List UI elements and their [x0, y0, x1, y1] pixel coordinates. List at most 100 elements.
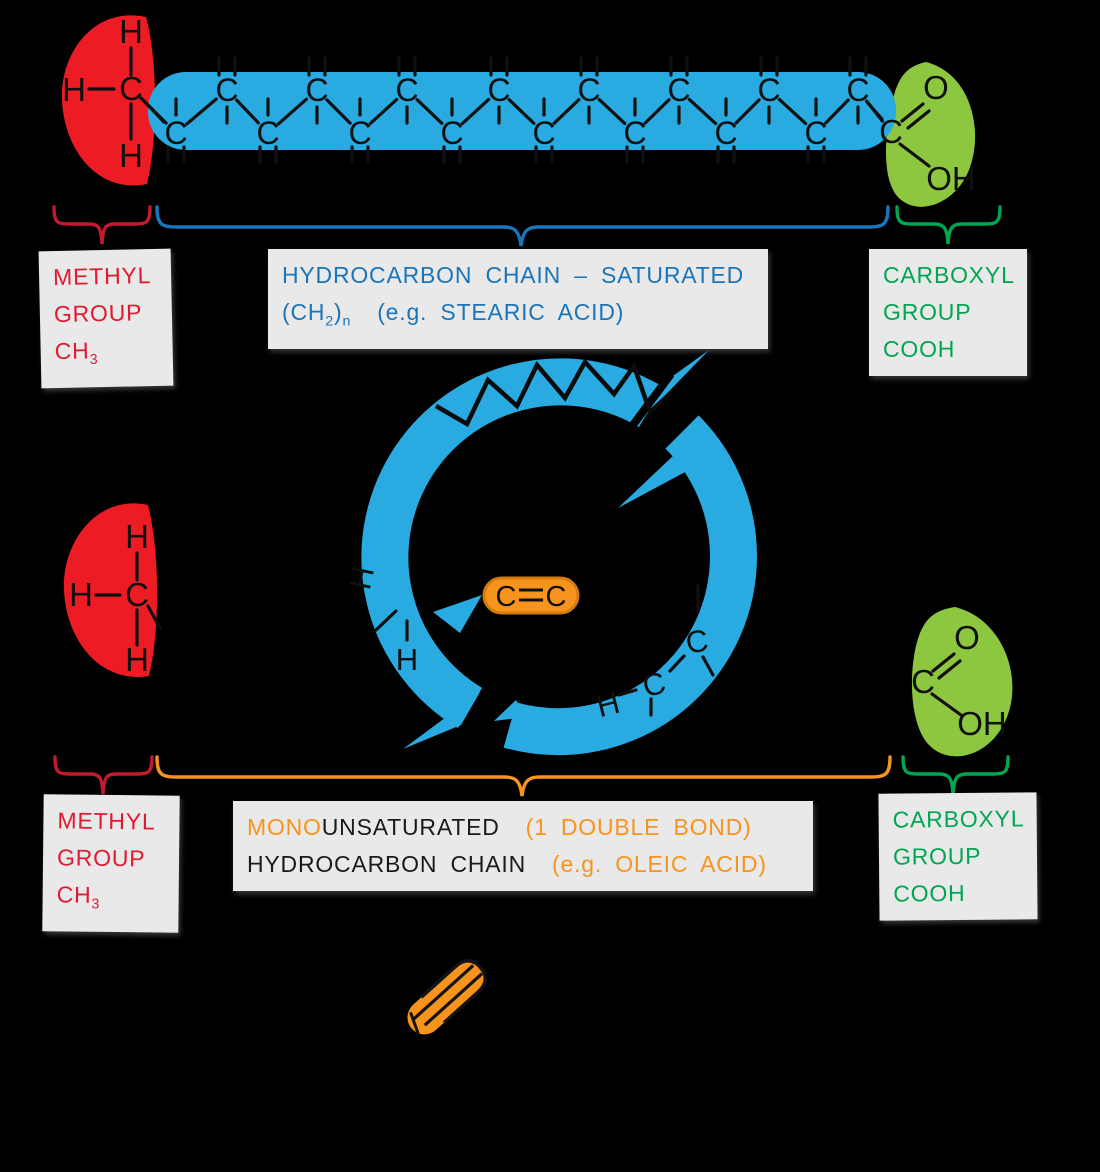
label-line: CARBOXYL	[883, 262, 1015, 288]
label-line: GROUP	[53, 299, 143, 328]
h-atom: H	[396, 642, 418, 677]
arrow-gap-slash-top	[629, 371, 675, 428]
c-atom: C	[546, 581, 567, 613]
c-atom: C	[125, 576, 149, 613]
label-line: COOH	[883, 336, 956, 362]
bond-line	[597, 97, 627, 126]
bond-line	[643, 98, 671, 125]
chain-carbon: C	[667, 72, 690, 108]
chain-carbon: C	[487, 72, 510, 108]
mono-chain-label: MONOUNSATURATED (1 DOUBLE BOND) HYDROCARB…	[233, 801, 813, 891]
bond-line	[368, 97, 399, 126]
carboxyl-highlight-top	[885, 62, 976, 207]
saturated-chain-label: HYDROCARBON CHAIN – SATURATED (CH2)n (e.g…	[268, 249, 768, 349]
methyl-brace-bottom	[53, 755, 154, 795]
chain-carbon: C	[395, 72, 418, 108]
label-line: HYDROCARBON CHAIN (e.g. OLEIC ACID)	[247, 851, 767, 877]
h-atom: H	[69, 576, 93, 613]
ring-atoms: H H C C H	[342, 563, 715, 724]
chain-carbon: C	[215, 72, 238, 108]
c-atom: C	[684, 623, 711, 661]
c-atom: C	[119, 70, 143, 107]
chain-carbon: C	[804, 115, 827, 151]
bond-line	[507, 98, 536, 125]
label-line: GROUP	[892, 842, 982, 870]
double-bond-pill: C C	[482, 576, 580, 615]
bond-line	[415, 98, 444, 125]
bond-line	[552, 98, 581, 125]
bond-line	[687, 97, 718, 126]
zigzag-chain-line	[434, 358, 674, 428]
bond-line	[824, 98, 850, 125]
o-atom: O	[923, 69, 949, 106]
h-atom: H	[125, 518, 149, 555]
c-atom: C	[496, 581, 517, 613]
arrow-tail-bottom	[403, 692, 480, 749]
carboxyl-brace-bottom	[901, 755, 1010, 795]
circular-arrow-lower-arc	[503, 415, 757, 756]
h-atom: H	[119, 137, 143, 174]
chain-carbon: C	[577, 72, 600, 108]
mono-chain-brace	[155, 755, 892, 797]
carboxyl-label-bottom: CARBOXYL GROUP COOH	[878, 792, 1038, 921]
h-atom: H	[62, 71, 86, 108]
chain-carbon: C	[714, 115, 737, 151]
circular-arrow-upper-arc	[361, 358, 664, 729]
bond-line	[777, 97, 808, 126]
bond-line	[139, 96, 168, 125]
c-atom: C	[879, 113, 903, 150]
label-line: CARBOXYL	[892, 805, 1025, 833]
chain-carbon: C	[532, 115, 555, 151]
pencil-icon	[407, 959, 488, 1036]
chain-carbon: C	[348, 115, 371, 151]
methyl-highlight-bottom	[63, 503, 158, 677]
carboxyl-group-bottom: O C OH	[911, 619, 1007, 742]
bond-line	[185, 97, 218, 126]
h-atom: H	[119, 13, 143, 50]
chain-carbon: C	[305, 72, 328, 108]
label-line: COOH	[893, 879, 966, 907]
methyl-group-top: H H C H	[62, 13, 166, 174]
double-bond-pointer	[433, 595, 482, 633]
bond-line	[460, 97, 491, 126]
bond-line	[235, 98, 260, 125]
bond-line	[276, 97, 309, 126]
chain-carbon: C	[256, 115, 279, 151]
c-atom: C	[911, 663, 935, 700]
label-line: MONOUNSATURATED (1 DOUBLE BOND)	[247, 814, 752, 840]
o-atom: O	[954, 619, 980, 656]
label-formula: CH3	[56, 881, 101, 913]
chain-carbon: C	[757, 72, 780, 108]
chain-carbon: C	[440, 115, 463, 151]
hydrocarbon-brace-top	[155, 205, 890, 247]
bond-line	[325, 98, 352, 125]
oh-group: OH	[957, 705, 1007, 742]
carboxyl-label-top: CARBOXYL GROUP COOH	[869, 249, 1027, 376]
label-line: GROUP	[56, 844, 146, 872]
label-line: GROUP	[883, 299, 972, 325]
carboxyl-brace-top	[895, 205, 1002, 245]
label-line: HYDROCARBON CHAIN – SATURATED	[282, 262, 745, 288]
chain-carbon: C	[846, 72, 869, 108]
methyl-brace-top	[52, 205, 152, 245]
carboxyl-highlight-bottom	[911, 607, 1013, 757]
chain-carbon: C	[623, 115, 646, 151]
methyl-group-bottom: H H C H	[69, 518, 162, 678]
arrow-tip-bottom	[494, 700, 526, 721]
circular-arrow	[361, 350, 757, 756]
methyl-label-top: METHYL GROUP CH3	[38, 248, 174, 388]
h-atom: H	[125, 641, 149, 678]
label-line: METHYL	[57, 807, 156, 835]
carboxyl-group-top: O C OH	[865, 69, 976, 197]
label-line: METHYL	[52, 262, 152, 291]
chain-carbon: C	[164, 115, 187, 151]
methyl-label-bottom: METHYL GROUP CH3	[42, 794, 180, 933]
label-formula: (CH2)n (e.g. STEARIC ACID)	[282, 299, 625, 330]
arrow-spike-right	[618, 455, 687, 508]
label-formula: CH3	[54, 337, 99, 368]
oh-group: OH	[926, 160, 976, 197]
bond-line	[734, 98, 761, 125]
